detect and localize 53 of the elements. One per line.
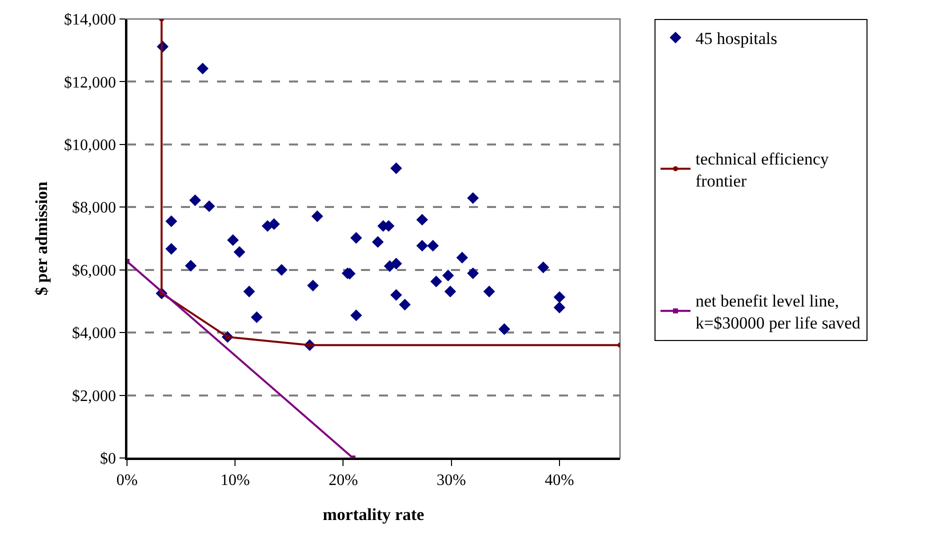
y-tick-label: $4,000 bbox=[72, 325, 116, 342]
y-axis-title: $ per admission bbox=[32, 180, 52, 296]
point bbox=[390, 289, 402, 301]
y-tick-label: $6,000 bbox=[72, 262, 116, 280]
point bbox=[467, 192, 479, 204]
y-tick-label: $8,000 bbox=[72, 200, 116, 217]
point bbox=[554, 302, 566, 314]
point bbox=[350, 309, 362, 322]
point bbox=[243, 286, 256, 298]
legend-label: net benefit level line, k=$30000 per life saved bbox=[696, 291, 861, 333]
point bbox=[203, 200, 216, 212]
y-tick-label: $0 bbox=[100, 450, 116, 468]
point bbox=[268, 218, 280, 230]
point bbox=[234, 246, 246, 258]
point bbox=[189, 194, 201, 206]
point bbox=[390, 162, 402, 174]
y-tick-label: $2,000 bbox=[72, 388, 116, 405]
point bbox=[442, 270, 454, 282]
point bbox=[250, 311, 263, 324]
point bbox=[483, 286, 496, 298]
point bbox=[467, 267, 479, 280]
point bbox=[498, 323, 510, 335]
point bbox=[554, 291, 566, 303]
point bbox=[456, 252, 468, 264]
x-tick-label: 40% bbox=[544, 472, 574, 489]
x-tick-label: 0% bbox=[116, 472, 138, 489]
x-tick-label: 20% bbox=[328, 472, 358, 489]
point bbox=[196, 62, 209, 74]
legend-label: technical efficiency frontier bbox=[696, 149, 830, 190]
point bbox=[537, 262, 550, 274]
point bbox=[165, 215, 178, 228]
point bbox=[350, 232, 362, 244]
x-axis-title: mortality rate bbox=[322, 504, 425, 524]
y-tick-label: $12,000 bbox=[64, 74, 116, 92]
x-tick-label: 10% bbox=[220, 472, 250, 489]
y-tick-label: $14,000 bbox=[64, 12, 116, 29]
legend-label: 45 hospitals bbox=[696, 29, 778, 48]
point bbox=[399, 298, 411, 311]
point bbox=[276, 264, 288, 276]
x-tick-label: 30% bbox=[436, 472, 466, 489]
point bbox=[416, 214, 428, 226]
point bbox=[184, 260, 197, 272]
point bbox=[311, 210, 324, 222]
point bbox=[307, 280, 319, 292]
y-tick-label: $10,000 bbox=[64, 137, 116, 154]
point bbox=[430, 276, 442, 288]
point bbox=[444, 286, 456, 298]
point bbox=[390, 258, 402, 270]
point bbox=[227, 234, 239, 246]
point bbox=[416, 240, 428, 252]
point bbox=[165, 243, 178, 255]
point bbox=[427, 240, 439, 252]
point bbox=[372, 236, 384, 248]
